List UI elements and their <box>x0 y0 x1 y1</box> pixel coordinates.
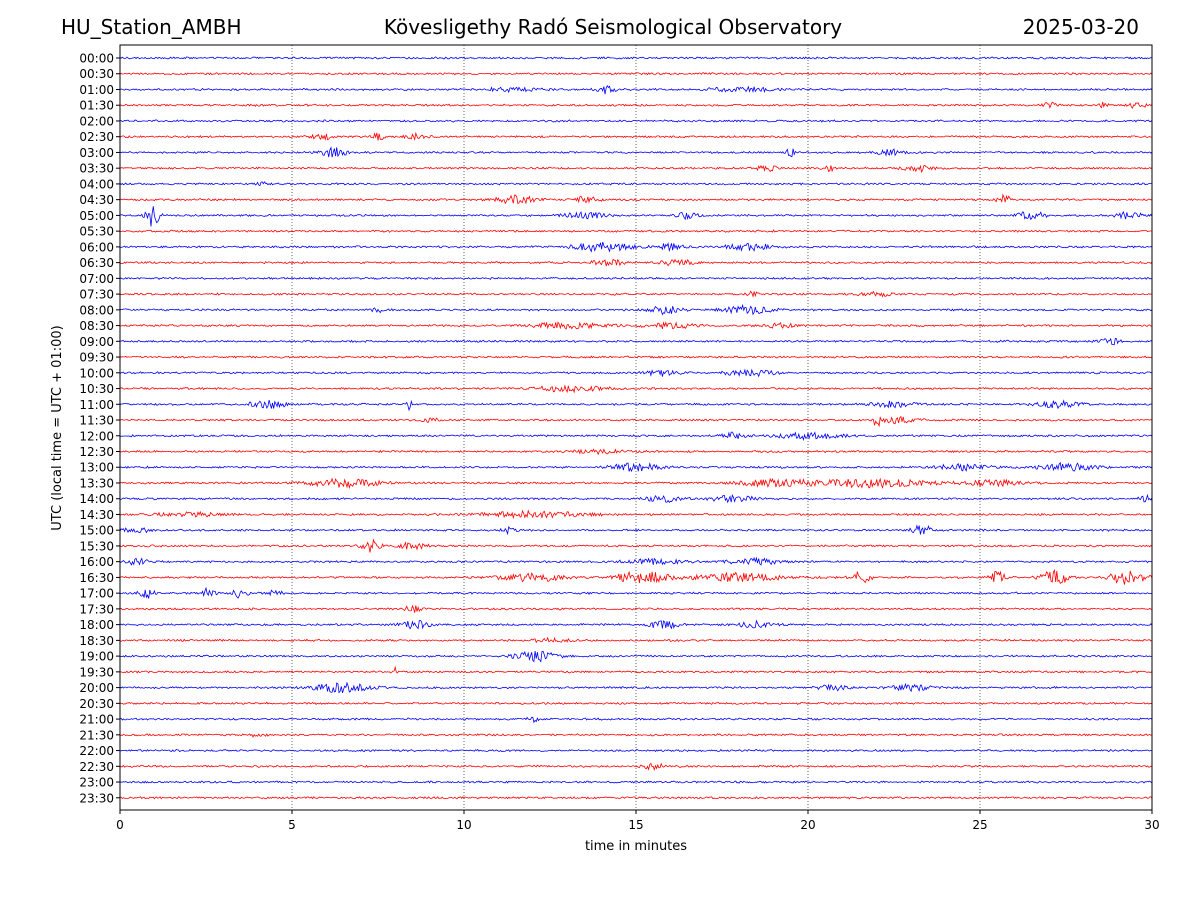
chart-title: Kövesligethy Radó Seismological Observat… <box>383 15 843 39</box>
y-tick-label: 10:00 <box>79 366 114 380</box>
y-tick-label: 04:00 <box>79 177 114 191</box>
y-tick-label: 12:00 <box>79 429 114 443</box>
y-tick-label: 06:00 <box>79 240 114 254</box>
y-tick-label: 19:00 <box>79 650 114 664</box>
y-tick-label: 18:30 <box>79 634 114 648</box>
trace-0230 <box>119 131 1153 141</box>
y-tick-label: 05:30 <box>79 225 114 239</box>
y-tick-label: 02:30 <box>79 130 114 144</box>
trace-1030 <box>119 384 1153 394</box>
trace-0700 <box>119 276 1153 281</box>
y-tick-label: 17:00 <box>79 587 114 601</box>
y-tick-label: 05:00 <box>79 209 114 223</box>
y-tick-label: 18:00 <box>79 618 114 632</box>
y-tick-label: 16:30 <box>79 571 114 585</box>
x-tick-group: 0 5 10 15 20 25 30 <box>116 810 1160 832</box>
y-tick-label: 11:30 <box>79 414 114 428</box>
y-axis-label: UTC (local time = UTC + 01:00) <box>50 325 65 530</box>
y-tick-label: 06:30 <box>79 256 114 270</box>
y-tick-label: 03:00 <box>79 146 114 160</box>
y-tick-label: 01:30 <box>79 99 114 113</box>
trace-1830 <box>119 636 1153 644</box>
trace-1300 <box>119 461 1153 473</box>
y-tick-label: 09:30 <box>79 351 114 365</box>
y-tick-label: 22:30 <box>79 760 114 774</box>
y-tick-label: 23:00 <box>79 776 114 790</box>
y-tick-label: 17:30 <box>79 602 114 616</box>
trace-0900 <box>119 337 1153 346</box>
gridline-group <box>291 45 981 810</box>
y-tick-label: 01:00 <box>79 83 114 97</box>
trace-0430 <box>119 193 1153 205</box>
x-tick-label: 5 <box>288 818 296 832</box>
y-tick-label: 19:30 <box>79 665 114 679</box>
y-tick-label: 00:00 <box>79 52 114 66</box>
trace-1330 <box>119 477 1153 490</box>
trace-0830 <box>119 321 1153 330</box>
y-tick-label: 08:30 <box>79 319 114 333</box>
x-tick-label: 25 <box>972 818 987 832</box>
station-label: HU_Station_AMBH <box>61 15 242 39</box>
y-tick-label: 21:30 <box>79 728 114 742</box>
y-tick-label: 02:00 <box>79 114 114 128</box>
x-tick-label: 15 <box>628 818 643 832</box>
y-tick-label: 13:00 <box>79 461 114 475</box>
chart-date: 2025-03-20 <box>1022 15 1139 39</box>
y-tick-label: 14:00 <box>79 492 114 506</box>
y-tick-label: 07:00 <box>79 272 114 286</box>
y-tick-label: 12:30 <box>79 445 114 459</box>
trace-0030 <box>119 72 1153 76</box>
x-tick-label: 0 <box>116 818 124 832</box>
trace-0300 <box>119 146 1153 158</box>
trace-1900 <box>119 650 1152 663</box>
y-tick-label: 15:00 <box>79 524 114 538</box>
y-tick-label: 23:30 <box>79 791 114 805</box>
trace-2300 <box>119 780 1153 784</box>
x-tick-label: 30 <box>1144 818 1159 832</box>
y-tick-label: 14:30 <box>79 508 114 522</box>
x-tick-label: 20 <box>800 818 815 832</box>
y-tick-label: 16:00 <box>79 555 114 569</box>
x-tick-label: 10 <box>456 818 471 832</box>
y-tick-label: 11:00 <box>79 398 114 412</box>
y-tick-label: 13:30 <box>79 476 114 490</box>
y-tick-label: 21:00 <box>79 713 114 727</box>
y-tick-label: 03:30 <box>79 162 114 176</box>
trace-0630 <box>119 258 1153 267</box>
y-tick-label: 08:00 <box>79 303 114 317</box>
y-tick-label: 20:00 <box>79 681 114 695</box>
y-tick-label: 09:00 <box>79 335 114 349</box>
y-tick-label: 04:30 <box>79 193 114 207</box>
x-axis-label: time in minutes <box>585 839 687 854</box>
y-tick-label: 07:30 <box>79 288 114 302</box>
trace-2100 <box>119 716 1153 724</box>
trace-1700 <box>119 586 1153 599</box>
y-tick-label: 20:30 <box>79 697 114 711</box>
y-tick-label: 22:00 <box>79 744 114 758</box>
y-tick-label: 00:30 <box>79 67 114 81</box>
y-tick-label: 15:30 <box>79 539 114 553</box>
trace-1500 <box>119 524 1153 536</box>
y-tick-label: 10:30 <box>79 382 114 396</box>
